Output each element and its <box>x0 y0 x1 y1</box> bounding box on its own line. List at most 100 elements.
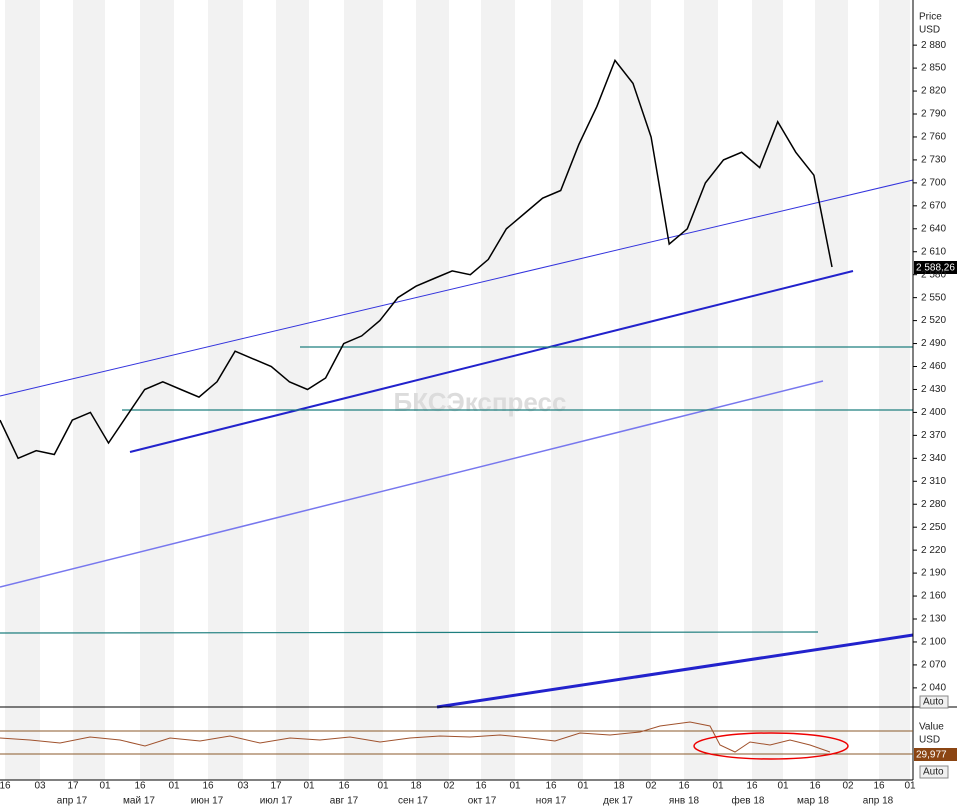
x-tick-label: 02 <box>645 781 657 792</box>
x-tick-label: 16 <box>545 781 557 792</box>
y-tick-label: 2 070 <box>921 660 946 671</box>
y-axis-title: Price <box>919 12 942 23</box>
y-tick-label: 2 610 <box>921 246 946 257</box>
x-tick-label: 01 <box>777 781 789 792</box>
y-tick-label: 2 340 <box>921 453 946 464</box>
auto-button[interactable] <box>919 765 949 779</box>
y-tick-label: 2 190 <box>921 568 946 579</box>
shade-band <box>416 0 449 780</box>
y-tick-label: 2 760 <box>921 132 946 143</box>
y-tick-label: 2 550 <box>921 292 946 303</box>
indicator-axis-title: USD <box>919 735 940 746</box>
y-tick-label: 2 520 <box>921 315 946 326</box>
x-tick-label: 16 <box>809 781 821 792</box>
y-tick-label: 2 100 <box>921 637 946 648</box>
y-tick-label: 2 040 <box>921 683 946 694</box>
auto-button[interactable] <box>919 695 949 709</box>
last-price-box <box>914 261 957 274</box>
x-month-label: фев 18 <box>731 795 764 807</box>
x-tick-label: 16 <box>338 781 350 792</box>
x-month-label: янв 18 <box>669 796 700 807</box>
shade-band <box>815 0 848 780</box>
x-tick-label: 16 <box>873 781 885 792</box>
y-tick-label: 2 640 <box>921 223 946 234</box>
x-tick-label: 01 <box>168 781 180 792</box>
y-tick-label: 2 580 <box>921 269 946 280</box>
y-tick-label: 2 130 <box>921 614 946 625</box>
y-tick-label: 2 400 <box>921 407 946 418</box>
y-tick-label: 2 730 <box>921 155 946 166</box>
y-tick-label: 2 370 <box>921 430 946 441</box>
shade-band <box>619 0 651 780</box>
x-month-label: окт 17 <box>468 796 497 807</box>
indicator-axis-title: Value <box>919 722 944 733</box>
x-tick-label: 01 <box>99 781 111 792</box>
x-tick-label: 18 <box>613 781 625 792</box>
last-price-label: 2 588,26 <box>916 263 955 274</box>
bands <box>5 0 910 780</box>
y-tick-label: 2 850 <box>921 63 946 74</box>
x-tick-label: 01 <box>712 781 724 792</box>
y-tick-label: 2 430 <box>921 384 946 395</box>
x-tick-label: 16 <box>0 781 11 792</box>
x-tick-label: 16 <box>202 781 214 792</box>
highlight-ellipse <box>693 732 849 760</box>
trend-line <box>436 633 914 709</box>
x-month-label: апр 17 <box>57 796 88 807</box>
x-tick-label: 18 <box>410 781 422 792</box>
x-month-label: июн 17 <box>191 796 224 807</box>
shade-band <box>752 0 783 780</box>
x-tick-label: 03 <box>237 781 249 792</box>
shade-band <box>5 0 40 780</box>
x-tick-label: 16 <box>134 781 146 792</box>
x-month-label: июл 17 <box>260 796 293 807</box>
x-tick-label: 01 <box>303 781 315 792</box>
indicator-line <box>0 721 831 753</box>
y-tick-label: 2 790 <box>921 109 946 120</box>
y-tick-label: 2 880 <box>921 40 946 51</box>
y-tick-label: 2 160 <box>921 591 946 602</box>
watermark: БКСЭкспресс <box>394 387 567 417</box>
shade-band <box>879 0 910 780</box>
x-tick-label: 16 <box>678 781 690 792</box>
x-tick-label: 01 <box>577 781 589 792</box>
shade-band <box>551 0 583 780</box>
indicator-last-label: 29,977 <box>916 750 947 761</box>
shade-band <box>140 0 174 780</box>
x-month-label: дек 17 <box>603 796 633 807</box>
auto-button-label[interactable]: Auto <box>923 697 944 708</box>
x-month-label: мар 18 <box>797 796 829 807</box>
price-line <box>0 58 833 460</box>
x-tick-label: 16 <box>746 781 758 792</box>
shade-band <box>684 0 718 780</box>
trend-line <box>0 380 824 588</box>
x-month-label: сен 17 <box>398 796 428 807</box>
y-tick-label: 2 250 <box>921 522 946 533</box>
y-tick-label: 2 310 <box>921 476 946 487</box>
y-tick-label: 2 490 <box>921 338 946 349</box>
y-tick-label: 2 220 <box>921 545 946 556</box>
x-tick-label: 17 <box>270 781 282 792</box>
indicator-last-box <box>914 748 957 761</box>
y-axis-title: USD <box>919 25 940 36</box>
y-tick-label: 2 670 <box>921 200 946 211</box>
x-tick-label: 02 <box>443 781 455 792</box>
x-month-label: апр 18 <box>863 796 894 807</box>
x-month-label: ноя 17 <box>536 796 567 807</box>
auto-button-label[interactable]: Auto <box>923 767 944 778</box>
x-tick-label: 01 <box>904 781 916 792</box>
x-tick-label: 16 <box>475 781 487 792</box>
y-tick-label: 2 460 <box>921 361 946 372</box>
x-tick-label: 01 <box>377 781 389 792</box>
shade-band <box>208 0 243 780</box>
y-tick-label: 2 280 <box>921 499 946 510</box>
y-tick-label: 2 700 <box>921 178 946 189</box>
x-tick-label: 17 <box>67 781 79 792</box>
x-month-label: авг 17 <box>330 796 359 807</box>
x-month-label: май 17 <box>123 796 155 807</box>
x-tick-label: 02 <box>842 781 854 792</box>
trend-line <box>129 270 854 453</box>
y-tick-label: 2 820 <box>921 86 946 97</box>
shade-band <box>276 0 309 780</box>
